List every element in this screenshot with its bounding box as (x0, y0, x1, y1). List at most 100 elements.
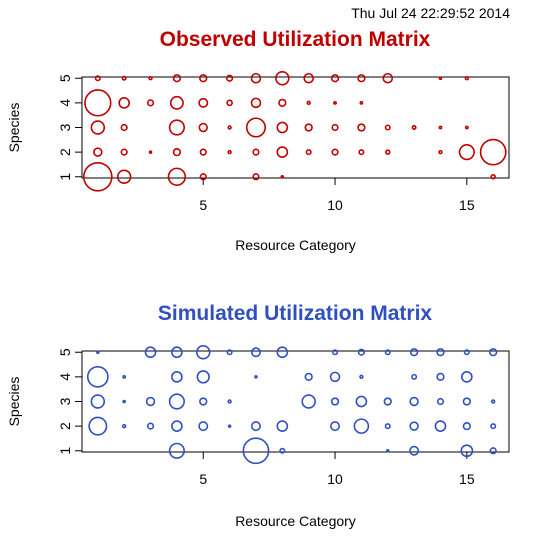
utilization-bubble (410, 447, 418, 455)
utilization-bubble (172, 347, 182, 357)
utilization-bubble (148, 100, 154, 106)
utilization-bubble (197, 346, 210, 359)
utilization-bubble (466, 126, 468, 128)
utilization-bubble (384, 398, 391, 405)
utilization-bubble (172, 372, 182, 382)
utilization-bubble (354, 419, 368, 433)
utilization-bubble (252, 422, 260, 430)
utilization-bubble (439, 126, 441, 128)
simulated-utilization-chart: 5 10 15 1 2 3 4 5 Resource Category Species (6, 346, 509, 529)
utilization-bubble (199, 124, 207, 132)
utilization-bubble (460, 145, 475, 160)
utilization-bubble (412, 126, 415, 129)
utilization-bubble (411, 349, 418, 356)
utilization-bubble (227, 100, 232, 105)
utilization-bubble (200, 149, 206, 155)
utilization-bubble (332, 149, 338, 155)
utilization-bubble (358, 124, 365, 131)
utilization-bubble (304, 74, 313, 83)
utilization-bubble (277, 421, 287, 431)
y-tick-label: 1 (57, 447, 73, 455)
utilization-bubble (97, 351, 99, 353)
y-tick-label: 1 (57, 173, 73, 181)
utilization-bubble (227, 75, 233, 81)
utilization-bubble (334, 102, 336, 104)
utilization-bubble (383, 74, 392, 83)
utilization-bubble (170, 443, 185, 458)
utilization-bubble (200, 398, 207, 405)
utilization-bubble (491, 175, 495, 179)
utilization-bubble (332, 75, 339, 82)
utilization-bubble (228, 151, 231, 154)
utilization-bubble (170, 394, 185, 409)
utilization-bubble (306, 150, 310, 154)
utilization-bubble (410, 422, 418, 430)
x-tick-label: 5 (199, 197, 207, 213)
utilization-bubble (302, 395, 315, 408)
utilization-bubble (463, 423, 470, 430)
observed-utilization-chart: 5 10 15 1 2 3 4 5 Resource Category Species (6, 72, 509, 253)
utilization-bubble (462, 372, 472, 382)
utilization-bubble (465, 350, 469, 354)
utilization-bubble (437, 374, 444, 381)
utilization-bubble (122, 77, 125, 80)
utilization-bubble (150, 151, 152, 153)
utilization-bubble (149, 77, 152, 80)
utilization-bubble (386, 424, 390, 428)
utilization-bubble (229, 425, 231, 427)
utilization-bubble (465, 77, 468, 80)
utilization-bubble (305, 124, 312, 131)
utilization-bubble (171, 97, 183, 109)
x-axis-label: Resource Category (235, 237, 356, 253)
utilization-bubble (437, 349, 444, 356)
utilization-bubble (359, 150, 363, 154)
utilization-bubble (492, 400, 495, 403)
utilization-bubble (490, 349, 497, 356)
y-tick-label: 3 (57, 123, 73, 131)
utilization-bubble (331, 422, 339, 430)
utilization-bubble (279, 100, 286, 107)
utilization-bubble (439, 77, 441, 79)
utilization-bubble (307, 101, 310, 104)
y-tick-label: 3 (57, 397, 73, 405)
utilization-bubble (281, 176, 283, 178)
y-tick-label: 2 (57, 148, 73, 156)
utilization-bubble (199, 422, 207, 430)
utilization-bubble (386, 125, 390, 129)
x-axis-label: Resource Category (235, 513, 356, 529)
utilization-bubble (359, 349, 365, 355)
x-tick-label: 15 (459, 197, 475, 213)
utilization-bubble (170, 120, 185, 135)
utilization-bubble (123, 376, 125, 378)
utilization-bubble (172, 421, 182, 431)
utilization-bubble (280, 449, 284, 453)
utilization-bubble (243, 438, 268, 463)
utilization-bubble (123, 425, 126, 428)
utilization-bubble (439, 151, 442, 154)
utilization-bubble (147, 398, 155, 406)
y-axis-label: Species (6, 103, 22, 153)
utilization-bubble (91, 395, 104, 408)
utilization-bubble (168, 168, 185, 185)
utilization-bubble (121, 125, 127, 131)
utilization-bubble (84, 163, 112, 191)
utilization-bubble (96, 76, 100, 80)
utilization-bubble (481, 140, 506, 165)
y-tick-label: 4 (57, 373, 73, 381)
utilization-bubble (199, 99, 207, 107)
utilization-bubble (119, 98, 129, 108)
plot-frame (82, 77, 509, 178)
utilization-bubble (277, 122, 287, 132)
utilization-bubble (200, 75, 207, 82)
utilization-bubble (253, 149, 259, 155)
utilization-bubble (490, 448, 496, 454)
utilization-bubble (276, 72, 289, 85)
y-axis-label: Species (6, 377, 22, 427)
x-tick-label: 5 (199, 471, 207, 487)
utilization-bubble (277, 147, 287, 157)
utilization-bubble (148, 423, 154, 429)
utilization-bubble (386, 350, 390, 354)
utilization-bubble (255, 376, 257, 378)
utilization-bubble (227, 350, 231, 354)
